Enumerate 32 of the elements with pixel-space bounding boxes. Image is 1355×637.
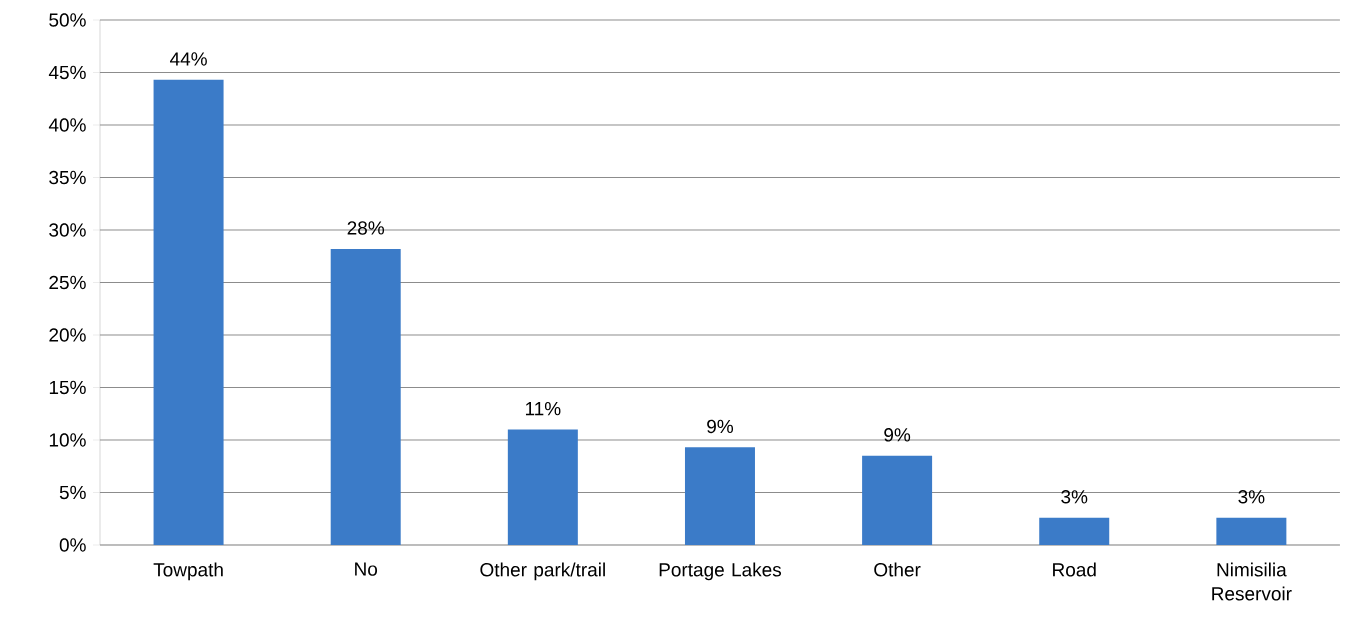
data-label: 3% — [1061, 490, 1088, 504]
data-label: 11% — [525, 402, 561, 416]
y-tick-label: 45% — [48, 65, 86, 80]
bar — [862, 455, 933, 545]
x-tick-label: Portage Lakes — [659, 562, 782, 581]
x-tick-label: Road — [1053, 562, 1096, 577]
y-tick-label: 20% — [49, 328, 86, 342]
y-tick-label: 50% — [49, 13, 86, 27]
data-label: 9% — [884, 428, 911, 442]
y-tick-label: 5% — [59, 485, 86, 500]
data-label: 28% — [347, 221, 385, 235]
y-tick-label: 30% — [49, 223, 86, 237]
y-tick-label: 10% — [49, 433, 86, 447]
y-tick-label: 25% — [49, 275, 86, 290]
bar — [330, 248, 401, 545]
x-tick-label: Other park/trail — [480, 562, 605, 581]
x-tick-label: No — [355, 562, 378, 576]
x-tick-label: Nimisilia Reservoir — [1212, 562, 1292, 601]
bar — [1039, 517, 1110, 545]
y-tick-label: 15% — [49, 380, 86, 395]
bar — [684, 447, 755, 545]
bar — [507, 429, 578, 545]
bar — [1216, 517, 1287, 545]
data-label: 3% — [1238, 490, 1265, 504]
bar — [153, 79, 224, 545]
x-tick-label: Other — [874, 562, 921, 577]
y-tick-label: 40% — [48, 118, 86, 132]
y-tick-label: 35% — [49, 170, 86, 185]
x-tick-label: Towpath — [153, 562, 223, 581]
data-label: 44% — [169, 52, 207, 66]
data-label: 9% — [707, 419, 734, 434]
y-tick-label: 0% — [59, 538, 86, 552]
